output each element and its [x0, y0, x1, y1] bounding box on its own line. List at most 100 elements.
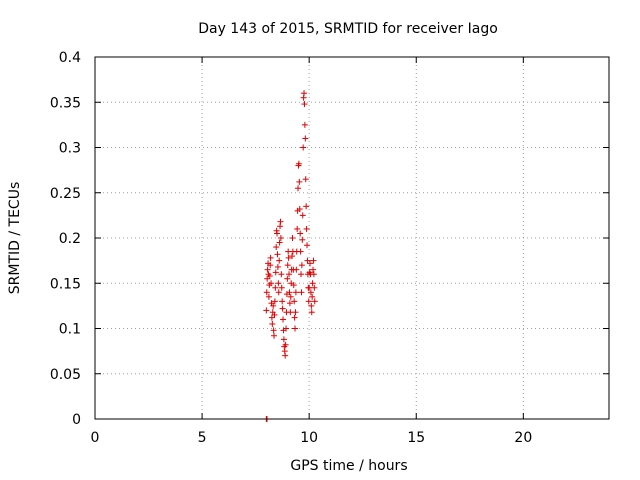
data-point: [309, 293, 316, 300]
data-point: [283, 325, 290, 332]
data-point: [278, 271, 285, 278]
data-point: [285, 254, 292, 261]
data-point: [289, 235, 296, 241]
data-point: [270, 302, 277, 309]
data-point: [265, 293, 272, 300]
data-point: [308, 309, 315, 316]
data-point: [290, 282, 297, 289]
data-point: [296, 206, 303, 213]
data-point: [299, 236, 306, 243]
data-point: [268, 314, 275, 321]
data-point: [264, 275, 271, 282]
data-point: [276, 257, 283, 264]
data-point: [274, 251, 281, 258]
data-point: [273, 244, 280, 251]
data-point: [294, 225, 301, 232]
data-point: [270, 327, 277, 334]
data-point: [291, 314, 298, 321]
chart-title: Day 143 of 2015, SRMTID for receiver Iag…: [198, 21, 498, 37]
data-point: [269, 320, 276, 327]
data-point: [307, 260, 314, 267]
data-point: [274, 263, 281, 270]
data-point: [297, 248, 304, 255]
data-point: [295, 160, 302, 167]
y-tick-label: 0.05: [50, 367, 81, 383]
data-point: [295, 185, 302, 192]
data-point: [311, 284, 318, 291]
x-axis-label: GPS time / hours: [290, 458, 407, 474]
data-point: [263, 289, 270, 296]
y-tick-label: 0.15: [50, 276, 81, 292]
data-point: [308, 302, 315, 309]
data-point: [299, 212, 306, 219]
plot-frame: [94, 56, 610, 420]
data-point: [277, 235, 284, 241]
data-point: [279, 305, 286, 312]
data-point: [296, 178, 303, 185]
data-point: [305, 298, 312, 305]
data-point: [293, 266, 300, 273]
data-point: [303, 225, 310, 232]
y-tick-label: 0.25: [50, 186, 81, 202]
data-point: [303, 203, 310, 210]
y-tick-label: 0.35: [50, 95, 81, 111]
data-point: [277, 218, 284, 225]
data-point: [304, 257, 311, 264]
data-point: [271, 332, 278, 339]
data-point: [282, 341, 289, 348]
x-tick-label: 15: [407, 430, 425, 446]
data-point: [291, 298, 298, 305]
data-point: [263, 307, 270, 314]
data-point: [286, 300, 293, 307]
data-point: [278, 284, 285, 291]
data-point: [284, 275, 291, 282]
data-point: [298, 262, 305, 269]
data-point: [280, 336, 287, 343]
data-point: [304, 242, 311, 249]
data-point: [307, 289, 314, 296]
data-point: [272, 269, 279, 276]
data-point: [292, 289, 299, 296]
data-point: [271, 298, 278, 305]
y-tick-label: 0: [72, 412, 81, 428]
data-point: [279, 298, 286, 305]
data-point: [280, 316, 287, 323]
data-point: [286, 271, 293, 278]
data-point: [275, 280, 282, 287]
data-point: [301, 101, 308, 108]
data-point: [310, 257, 317, 264]
data-point: [287, 309, 294, 316]
data-point: [271, 311, 278, 318]
y-tick-label: 0.4: [59, 50, 81, 66]
data-point: [282, 352, 289, 359]
data-point: [306, 284, 313, 291]
data-point: [301, 90, 308, 97]
data-point: [292, 325, 299, 332]
data-point: [292, 309, 299, 316]
y-tick-labels: 0 0.05 0.1 0.15 0.2 0.25 0.3 0.35 0.4: [50, 50, 81, 428]
x-tick-label: 10: [300, 430, 318, 446]
data-point: [310, 266, 317, 273]
data-point: [268, 280, 275, 287]
data-point: [287, 293, 294, 300]
x-tick-label: 5: [198, 430, 207, 446]
x-tick-label: 0: [91, 430, 100, 446]
data-point: [309, 280, 316, 287]
x-tick-label: 20: [514, 430, 532, 446]
grid-layer: [95, 57, 609, 419]
data-point: [264, 266, 271, 273]
data-point: [297, 230, 304, 237]
data-point: [300, 144, 307, 151]
data-point: [275, 289, 282, 296]
data-point: [310, 271, 317, 278]
data-point: [302, 135, 309, 142]
data-point: [276, 239, 283, 246]
data-point: [286, 289, 293, 296]
data-point: [298, 271, 305, 278]
y-tick-label: 0.2: [59, 231, 81, 247]
data-point: [302, 176, 309, 183]
y-axis-label: SRMTID / TECUs: [7, 182, 23, 295]
x-tick-labels: 0 5 10 15 20: [91, 430, 533, 446]
data-point: [267, 262, 274, 269]
